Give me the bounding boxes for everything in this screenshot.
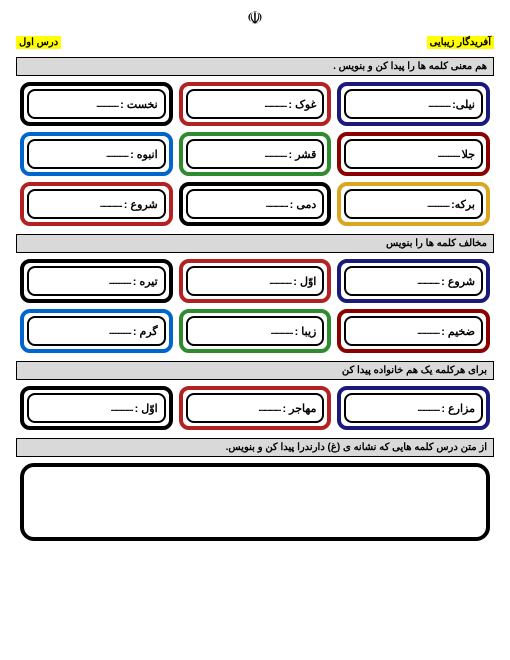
word-card[interactable]: زیبا :.................. xyxy=(179,309,332,353)
dots: .................. xyxy=(269,277,291,286)
card-label: غوک : xyxy=(288,98,316,111)
dots: .................. xyxy=(271,327,293,336)
word-card[interactable]: دمی :.................. xyxy=(179,182,332,226)
dots: .................. xyxy=(264,150,286,159)
section-title-4: از متن درس کلمه هایی که نشانه ی (غ) دارن… xyxy=(16,438,494,457)
grid-3: مزارع :.................. مهاجر :.......… xyxy=(16,386,494,430)
dots: .................. xyxy=(111,404,133,413)
card-label: اوّل : xyxy=(293,275,316,288)
card-label: اوّل : xyxy=(135,402,158,415)
word-card[interactable]: تیره :.................. xyxy=(20,259,173,303)
word-card[interactable]: مزارع :.................. xyxy=(337,386,490,430)
dots: .................. xyxy=(106,150,128,159)
card-label: شروع : xyxy=(124,198,158,211)
dots: .................. xyxy=(109,327,131,336)
dots: .................. xyxy=(417,277,439,286)
answer-box[interactable] xyxy=(20,463,490,541)
dots: .................. xyxy=(96,100,118,109)
card-label: انبوه : xyxy=(130,148,158,161)
dots: .................. xyxy=(417,327,439,336)
card-label: نخست : xyxy=(120,98,158,111)
grid-2: شروع :.................. اوّل :.........… xyxy=(16,259,494,353)
header-row: آفریدگار زیبایی درس اول xyxy=(16,36,494,49)
word-card[interactable]: ضخیم :.................. xyxy=(337,309,490,353)
card-label: زیبا : xyxy=(295,325,317,338)
word-card[interactable]: جلا.................. xyxy=(337,132,490,176)
card-label: تیره : xyxy=(133,275,158,288)
card-label: دمی : xyxy=(290,198,317,211)
word-card[interactable]: شروع :.................. xyxy=(20,182,173,226)
section-title-1: هم معنی کلمه ها را پیدا کن و بنویس . xyxy=(16,57,494,76)
word-card[interactable]: نیلی:.................. xyxy=(337,82,490,126)
word-card[interactable]: نخست :.................. xyxy=(20,82,173,126)
emblem: ☫ xyxy=(16,8,494,32)
card-label: جلا xyxy=(462,148,475,161)
header-left: درس اول xyxy=(16,36,61,49)
card-label: مهاجر : xyxy=(282,402,316,415)
card-label: مزارع : xyxy=(441,402,475,415)
word-card[interactable]: غوک :.................. xyxy=(179,82,332,126)
header-right: آفریدگار زیبایی xyxy=(427,36,494,49)
word-card[interactable]: برکه:.................. xyxy=(337,182,490,226)
word-card[interactable]: قشر :.................. xyxy=(179,132,332,176)
word-card[interactable]: شروع :.................. xyxy=(337,259,490,303)
dots: .................. xyxy=(264,100,286,109)
card-label: گرم : xyxy=(133,325,158,338)
card-label: نیلی: xyxy=(452,98,475,111)
dots: .................. xyxy=(428,100,450,109)
dots: .................. xyxy=(258,404,280,413)
grid-1: نیلی:.................. غوک :...........… xyxy=(16,82,494,226)
card-label: قشر : xyxy=(288,148,316,161)
word-card[interactable]: اوّل :.................. xyxy=(179,259,332,303)
dots: .................. xyxy=(100,200,122,209)
section-title-2: مخالف کلمه ها را بنویس xyxy=(16,234,494,253)
word-card[interactable]: مهاجر :.................. xyxy=(179,386,332,430)
section-title-3: برای هرکلمه یک هم خانواده پیدا کن xyxy=(16,361,494,380)
dots: .................. xyxy=(266,200,288,209)
word-card[interactable]: انبوه :.................. xyxy=(20,132,173,176)
dots: .................. xyxy=(427,200,449,209)
dots: .................. xyxy=(438,150,460,159)
card-label: ضخیم : xyxy=(441,325,475,338)
card-label: شروع : xyxy=(441,275,475,288)
card-label: برکه: xyxy=(451,198,475,211)
dots: .................. xyxy=(417,404,439,413)
word-card[interactable]: اوّل :.................. xyxy=(20,386,173,430)
dots: .................. xyxy=(109,277,131,286)
word-card[interactable]: گرم :.................. xyxy=(20,309,173,353)
